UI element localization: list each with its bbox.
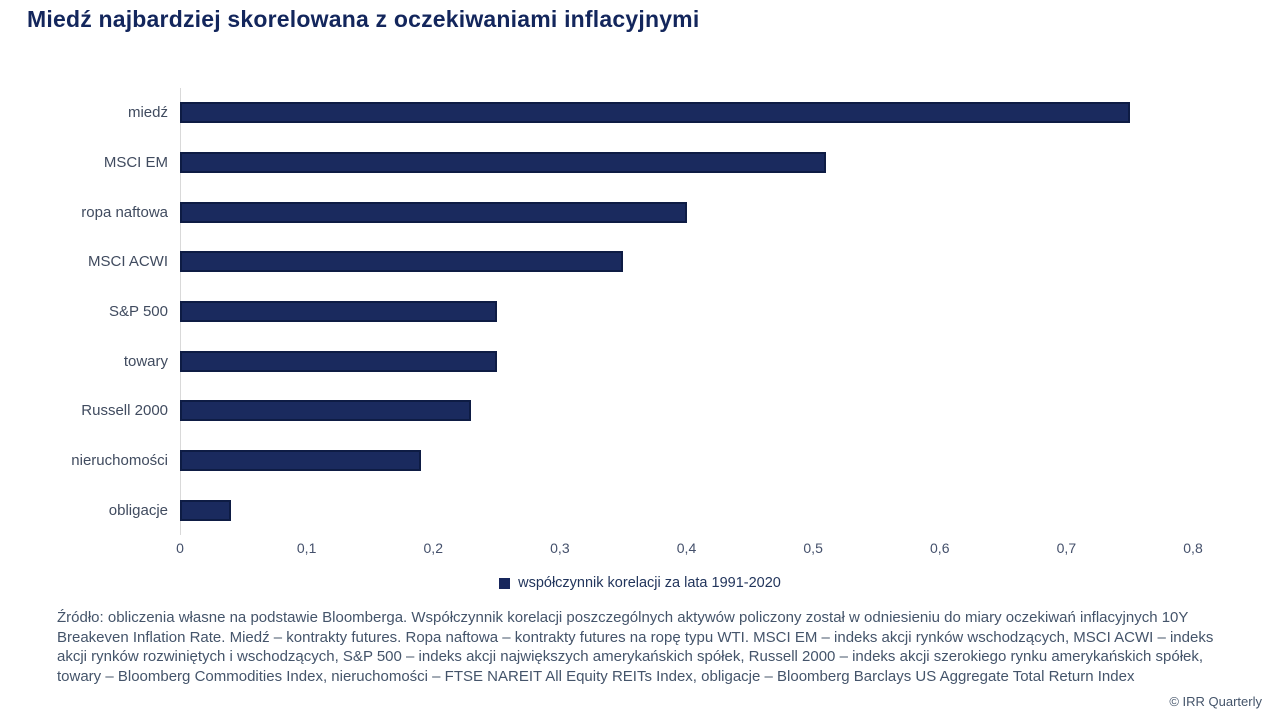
bar-track bbox=[180, 450, 1193, 472]
bar-track bbox=[180, 400, 1193, 422]
bar-rows: miedź MSCI EM ropa naftowa MSCI ACWI S&P 500… bbox=[0, 88, 1193, 535]
x-axis-tick-labels: 0 0,1 0,2 0,3 0,4 0,5 0,6 0,7 0,8 bbox=[176, 540, 1203, 558]
x-axis-tick-label: 0,2 bbox=[423, 540, 443, 556]
correlation-bar-chart: miedź MSCI EM ropa naftowa MSCI ACWI S&P 500… bbox=[0, 88, 1280, 591]
bar-row: Russell 2000 bbox=[0, 386, 1193, 436]
x-axis-tick-label: 0,4 bbox=[676, 540, 697, 556]
x-axis-tick-label: 0,6 bbox=[930, 540, 950, 556]
category-label: S&P 500 bbox=[109, 303, 168, 321]
bar-row: miedź bbox=[0, 88, 1193, 138]
category-label: MSCI ACWI bbox=[87, 253, 168, 271]
bar-track bbox=[180, 152, 1193, 173]
bar-row: nieruchomości bbox=[0, 436, 1193, 486]
bar-row: towary bbox=[0, 336, 1193, 386]
bar-track bbox=[180, 350, 1193, 372]
bar-row: MSCI ACWI bbox=[0, 237, 1193, 287]
copyright: © IRR Quarterly bbox=[1169, 694, 1262, 709]
bar-row: MSCI EM bbox=[0, 138, 1193, 188]
category-label: Russell 2000 bbox=[81, 402, 168, 420]
bar-row: obligacje bbox=[0, 485, 1193, 535]
chart-legend: współczynnik korelacji za lata 1991-2020 bbox=[0, 575, 1280, 591]
category-label: towary bbox=[123, 352, 168, 370]
x-axis-tick-label: 0,8 bbox=[1183, 540, 1203, 556]
bar-row: ropa naftowa bbox=[0, 187, 1193, 237]
page-title: Miedź najbardziej skorelowana z oczekiwa… bbox=[27, 6, 700, 32]
bar bbox=[180, 301, 497, 323]
bar bbox=[180, 400, 472, 422]
bar-track bbox=[180, 102, 1193, 124]
bar-track bbox=[180, 301, 1193, 323]
bar-row: S&P 500 bbox=[0, 287, 1193, 337]
x-axis-tick-label: 0,7 bbox=[1056, 540, 1077, 556]
bar bbox=[180, 251, 624, 273]
bar bbox=[180, 152, 826, 173]
bar-track bbox=[180, 499, 1193, 521]
bar bbox=[180, 350, 497, 372]
source-note: Źródło: obliczenia własne na podstawie B… bbox=[57, 609, 1214, 685]
x-axis-tick-label: 0 bbox=[176, 540, 184, 556]
category-label: ropa naftowa bbox=[81, 203, 168, 221]
x-axis-tick-label: 0,3 bbox=[550, 540, 570, 556]
category-label: nieruchomości bbox=[71, 452, 168, 470]
x-axis-tick-label: 0,1 bbox=[296, 540, 317, 556]
bar bbox=[180, 499, 231, 521]
category-label: obligacje bbox=[108, 501, 168, 519]
bar bbox=[180, 201, 687, 223]
category-label: miedź bbox=[127, 104, 168, 122]
legend-label: współczynnik korelacji za lata 1991-2020 bbox=[518, 575, 781, 591]
bar-track bbox=[180, 251, 1193, 273]
bar bbox=[180, 102, 1130, 124]
legend-marker-icon bbox=[499, 577, 511, 589]
category-label: MSCI EM bbox=[103, 154, 168, 171]
x-axis-tick-label: 0,5 bbox=[803, 540, 823, 556]
bar-track bbox=[180, 201, 1193, 223]
bar bbox=[180, 450, 421, 472]
